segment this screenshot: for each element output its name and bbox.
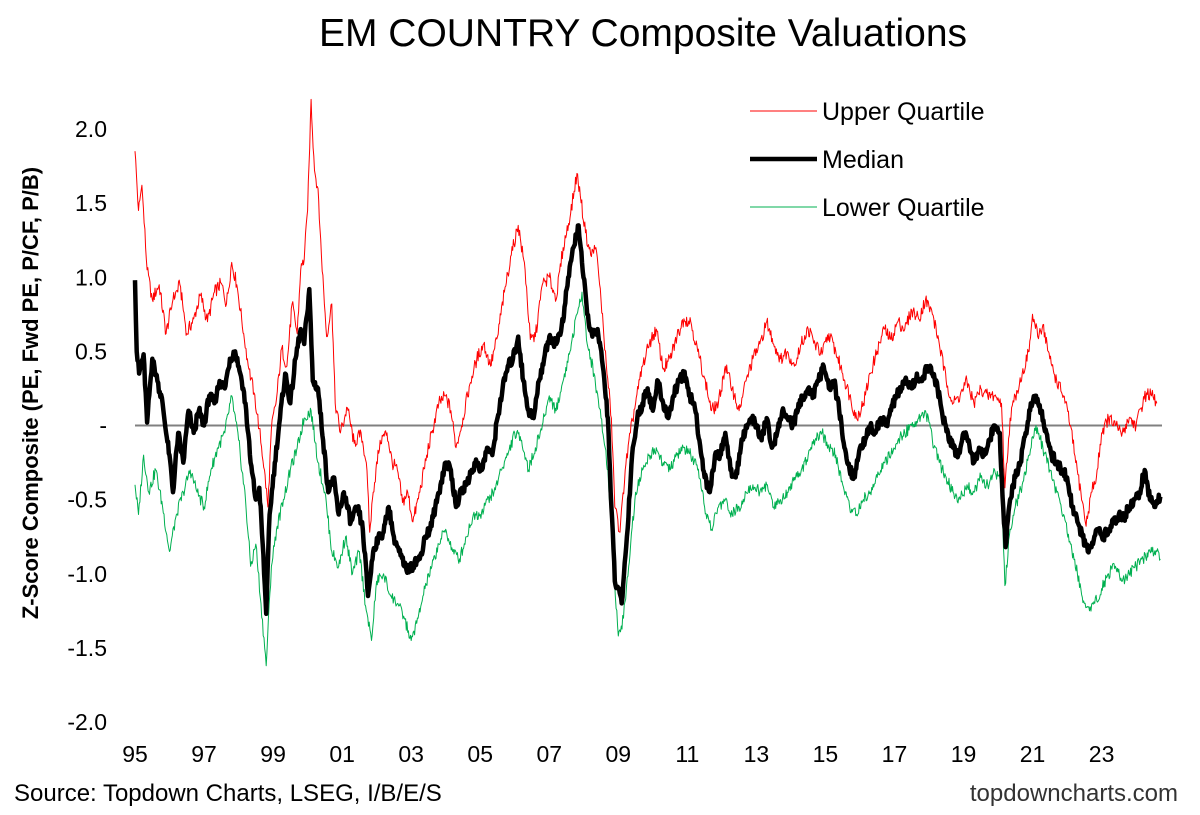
x-tick-label: 15 — [813, 741, 839, 767]
chart-title: EM COUNTRY Composite Valuations — [318, 12, 968, 55]
legend-upper-quartile-label: Upper Quartile — [822, 98, 985, 126]
y-tick-label: -1.5 — [67, 635, 107, 661]
series-layer — [132, 98, 1163, 667]
x-tick-label: 97 — [191, 741, 217, 767]
x-tick-label: 21 — [1020, 741, 1046, 767]
source-note: Source: Topdown Charts, LSEG, I/B/E/S — [14, 780, 442, 807]
legend-median-label: Median — [822, 146, 904, 174]
x-tick-label: 13 — [744, 741, 770, 767]
x-tick-label: 99 — [260, 741, 286, 767]
x-tick-label: 03 — [398, 741, 424, 767]
y-tick-label: 1.0 — [75, 264, 107, 290]
lower-quartile-line — [134, 291, 1161, 667]
y-axis-label: Z-Score Composite (PE, Fwd PE, P/CF, P/B… — [18, 167, 43, 619]
x-axis-ticks: 95 97 99 01 03 05 07 09 11 13 15 17 19 21 23 — [122, 741, 1114, 767]
y-tick-label: 2.0 — [75, 116, 107, 142]
y-tick-label: 0.5 — [75, 338, 107, 364]
upper-quartile-line — [134, 98, 1158, 533]
y-tick-label: -2.0 — [67, 709, 107, 735]
y-tick-label: -1.0 — [67, 561, 107, 587]
x-tick-label: 95 — [122, 741, 148, 767]
x-tick-label: 23 — [1089, 741, 1115, 767]
legend-lower-quartile-label: Lower Quartile — [822, 194, 985, 222]
x-tick-label: 17 — [882, 741, 908, 767]
brand-label: topdowncharts.com — [969, 780, 1178, 807]
x-tick-label: 09 — [605, 741, 631, 767]
x-tick-label: 07 — [536, 741, 562, 767]
median-line — [132, 223, 1163, 617]
x-tick-label: 11 — [675, 741, 699, 767]
x-tick-label: 19 — [951, 741, 977, 767]
y-tick-label: -0.5 — [67, 487, 107, 513]
chart-plot: 2.0 1.5 1.0 0.5 - -0.5 -1.0 -1.5 -2.0 95 97 99 01 03… — [18, 98, 1163, 767]
x-tick-label: 05 — [467, 741, 493, 767]
y-axis-ticks: 2.0 1.5 1.0 0.5 - -0.5 -1.0 -1.5 -2.0 — [67, 116, 107, 735]
y-tick-label: 1.5 — [75, 190, 107, 216]
y-tick-label: - — [99, 413, 107, 439]
x-tick-label: 01 — [329, 741, 355, 767]
legend: Upper Quartile Median Lower Quartile — [750, 98, 985, 222]
